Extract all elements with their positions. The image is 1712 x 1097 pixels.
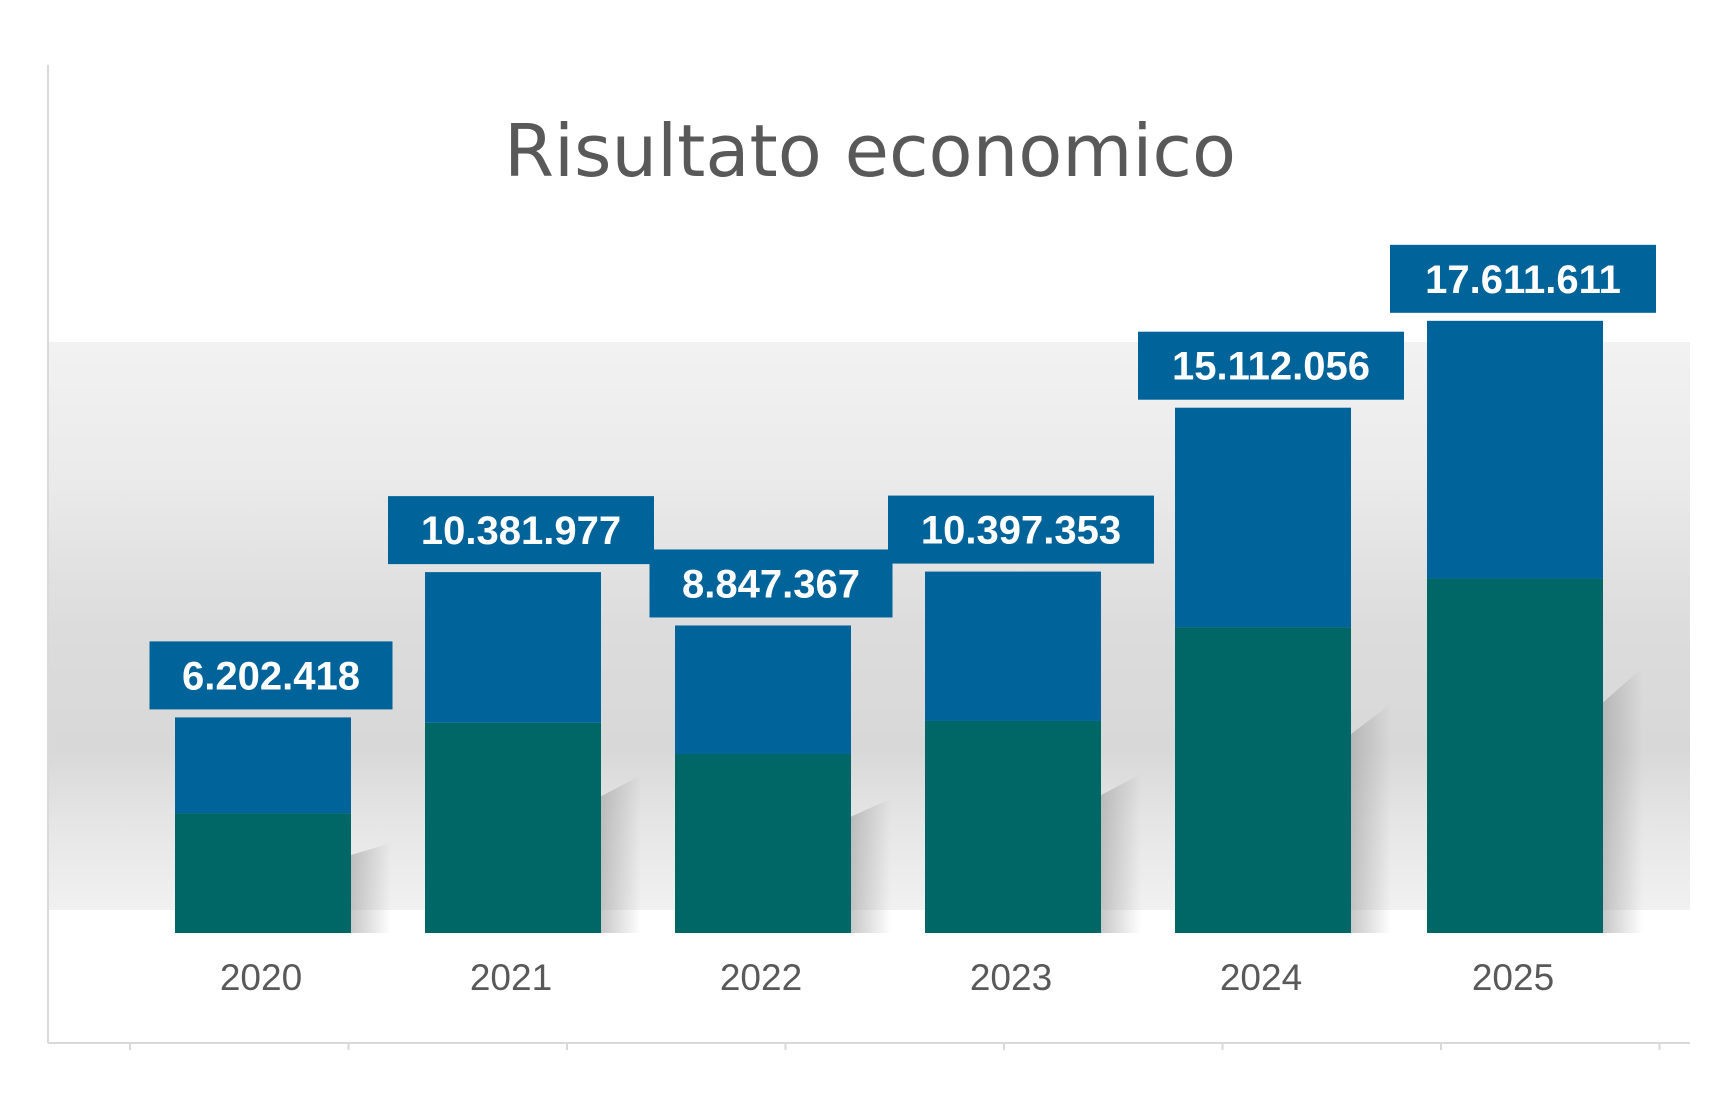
bar-shadow bbox=[1101, 773, 1141, 933]
bar-segment-bottom-2025 bbox=[1427, 578, 1603, 933]
bar-segment-top-2021 bbox=[425, 572, 601, 723]
bar-shadow bbox=[1351, 703, 1391, 933]
data-label-box-2024 bbox=[1138, 331, 1404, 400]
bar-segment-top-2025 bbox=[1427, 320, 1603, 579]
category-label-2025: 2025 bbox=[1472, 957, 1554, 998]
category-axis-labels: 2020 2021 2022 2023 2024 2025 bbox=[220, 957, 1554, 998]
bar-shadows bbox=[351, 667, 1643, 933]
category-label-2020: 2020 bbox=[220, 957, 302, 998]
data-label-box-2025 bbox=[1390, 244, 1656, 313]
data-label-2020: 6.202.418 bbox=[182, 654, 360, 698]
data-label-2022: 8.847.367 bbox=[682, 562, 860, 606]
category-label-2022: 2022 bbox=[720, 957, 802, 998]
data-label-2021: 10.381.977 bbox=[421, 509, 621, 553]
bar-segment-bottom-2020 bbox=[175, 813, 351, 933]
bars bbox=[175, 320, 1603, 933]
data-labels: 6.202.418 10.381.977 8.847.367 10.397.353 15… bbox=[149, 244, 1656, 710]
bar-shadow bbox=[601, 775, 641, 933]
category-label-2024: 2024 bbox=[1220, 957, 1302, 998]
bar-segment-top-2020 bbox=[175, 717, 351, 814]
data-label-box-2023 bbox=[888, 495, 1154, 564]
bar-segment-top-2022 bbox=[675, 625, 851, 754]
bar-segment-bottom-2024 bbox=[1175, 627, 1351, 933]
data-label-2025: 17.611.611 bbox=[1425, 258, 1621, 302]
data-label-2024: 15.112.056 bbox=[1172, 345, 1370, 389]
bar-segment-bottom-2021 bbox=[425, 722, 601, 933]
data-label-box-2020 bbox=[149, 641, 393, 710]
data-label-box-2021 bbox=[388, 496, 654, 565]
category-label-2021: 2021 bbox=[470, 957, 552, 998]
bar-shadow bbox=[1603, 667, 1643, 933]
chart-title: Risultato economico bbox=[504, 109, 1236, 193]
data-label-box-2022 bbox=[649, 549, 893, 618]
bar-segment-bottom-2023 bbox=[925, 720, 1101, 933]
category-label-2023: 2023 bbox=[970, 957, 1052, 998]
axis-lines bbox=[47, 65, 1690, 1050]
data-label-2023: 10.397.353 bbox=[921, 509, 1121, 553]
bar-segment-bottom-2022 bbox=[675, 753, 851, 933]
bar-segment-top-2024 bbox=[1175, 407, 1351, 628]
bar-shadow bbox=[351, 843, 391, 933]
bar-segment-top-2023 bbox=[925, 571, 1101, 721]
bar-shadow bbox=[851, 798, 891, 933]
